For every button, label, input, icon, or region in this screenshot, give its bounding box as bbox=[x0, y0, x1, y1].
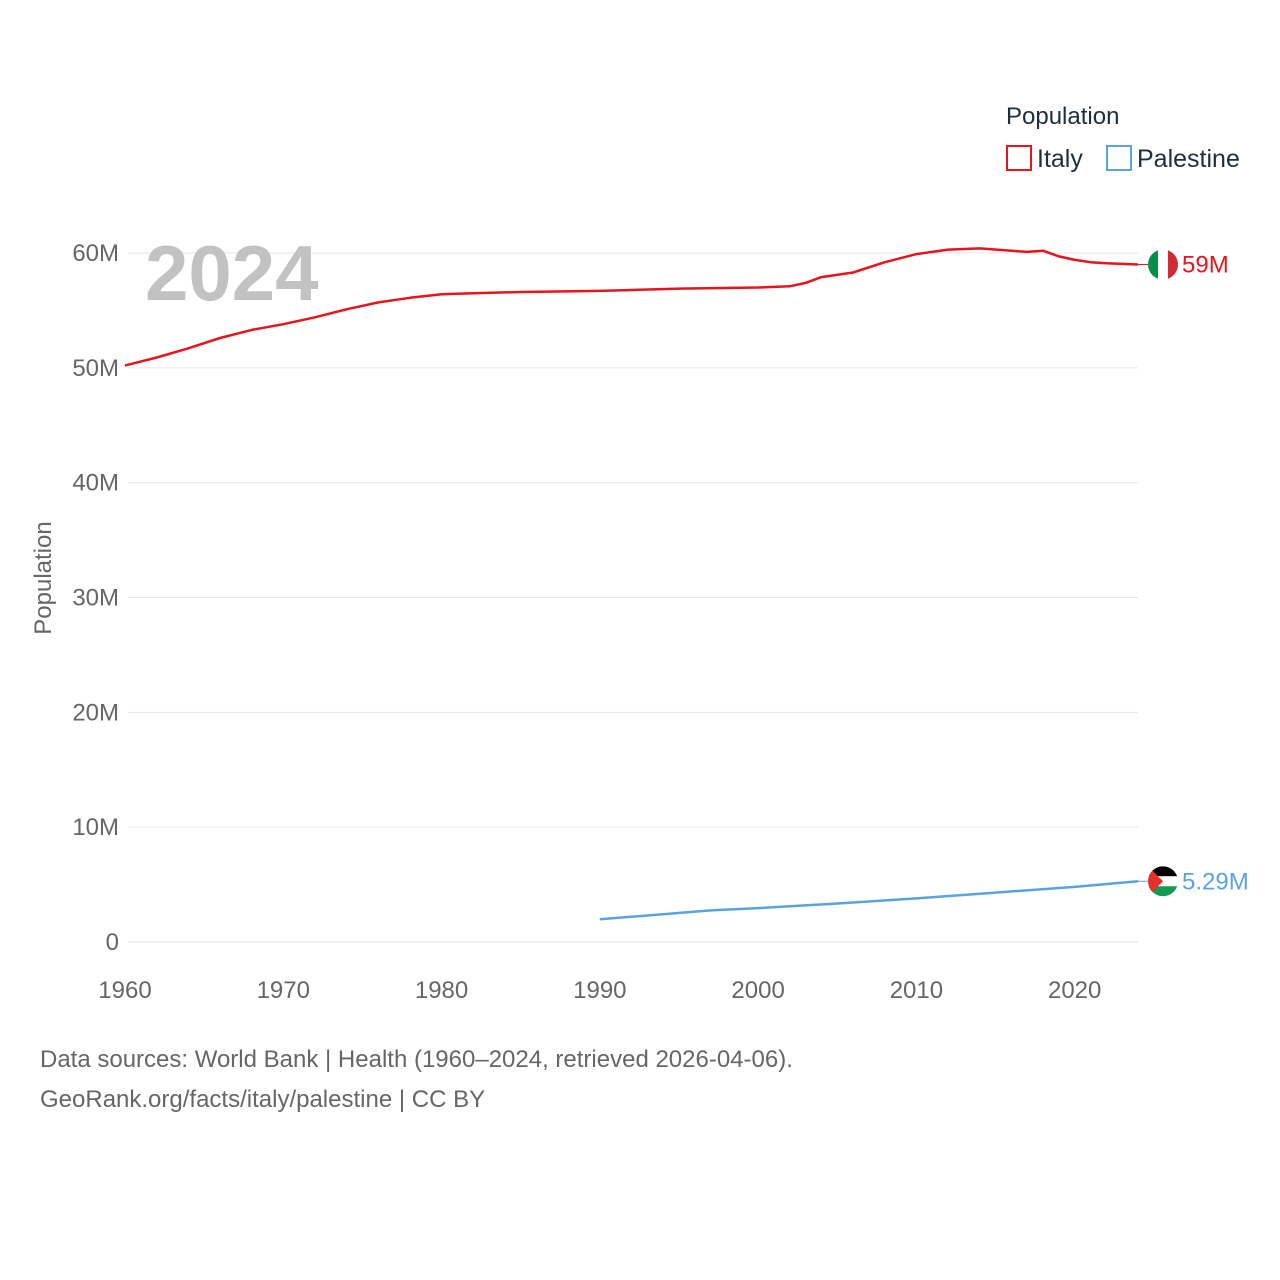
x-tick-label: 1970 bbox=[257, 977, 310, 1004]
x-tick-label: 1980 bbox=[415, 977, 468, 1004]
population-line-chart: 0 10M 20M 30M 40M 50M 60M 1960 1970 1980 1990 2000… bbox=[30, 103, 1249, 1004]
y-tick-label: 10M bbox=[72, 814, 119, 841]
year-watermark: 2024 bbox=[145, 229, 319, 317]
y-tick-label: 30M bbox=[72, 585, 119, 612]
x-tick-label: 1990 bbox=[573, 977, 626, 1004]
legend: Population Italy Palestine bbox=[1006, 103, 1240, 173]
gridlines bbox=[128, 252, 1138, 943]
legend-swatch-italy bbox=[1006, 145, 1032, 171]
series-line-palestine[interactable] bbox=[599, 880, 1139, 921]
legend-title: Population bbox=[1006, 103, 1119, 130]
series-end-labels: 59M 5.29M bbox=[1138, 251, 1249, 895]
x-axis-ticks: 1960 1970 1980 1990 2000 2010 2020 bbox=[98, 977, 1101, 1004]
legend-label-italy: Italy bbox=[1037, 145, 1083, 173]
italy-flag-icon bbox=[1148, 249, 1178, 280]
footer-sources: Data sources: World Bank | Health (1960–… bbox=[40, 1046, 793, 1073]
y-tick-label: 50M bbox=[72, 355, 119, 382]
y-tick-label: 60M bbox=[72, 240, 119, 267]
x-tick-label: 2000 bbox=[731, 977, 784, 1004]
y-tick-label: 40M bbox=[72, 470, 119, 497]
y-tick-label: 0 bbox=[106, 929, 119, 956]
end-label-italy: 59M bbox=[1182, 251, 1229, 278]
legend-item-palestine[interactable]: Palestine bbox=[1106, 145, 1240, 173]
legend-swatch-palestine bbox=[1106, 145, 1132, 171]
end-label-palestine: 5.29M bbox=[1182, 868, 1249, 895]
footer-credit[interactable]: GeoRank.org/facts/italy/palestine | CC B… bbox=[40, 1086, 486, 1113]
palestine-flag-icon bbox=[1148, 866, 1178, 897]
y-tick-label: 20M bbox=[72, 699, 119, 726]
x-tick-label: 2010 bbox=[890, 977, 943, 1004]
legend-label-palestine: Palestine bbox=[1137, 145, 1240, 173]
series-lines bbox=[124, 247, 1139, 921]
legend-item-italy[interactable]: Italy bbox=[1006, 145, 1083, 173]
y-axis-ticks: 0 10M 20M 30M 40M 50M 60M bbox=[72, 240, 119, 956]
series-line-italy[interactable] bbox=[124, 247, 1139, 367]
footer: Data sources: World Bank | Health (1960–… bbox=[40, 1040, 793, 1120]
x-tick-label: 2020 bbox=[1048, 977, 1101, 1004]
y-axis-title: Population bbox=[30, 521, 57, 634]
x-tick-label: 1960 bbox=[98, 977, 151, 1004]
